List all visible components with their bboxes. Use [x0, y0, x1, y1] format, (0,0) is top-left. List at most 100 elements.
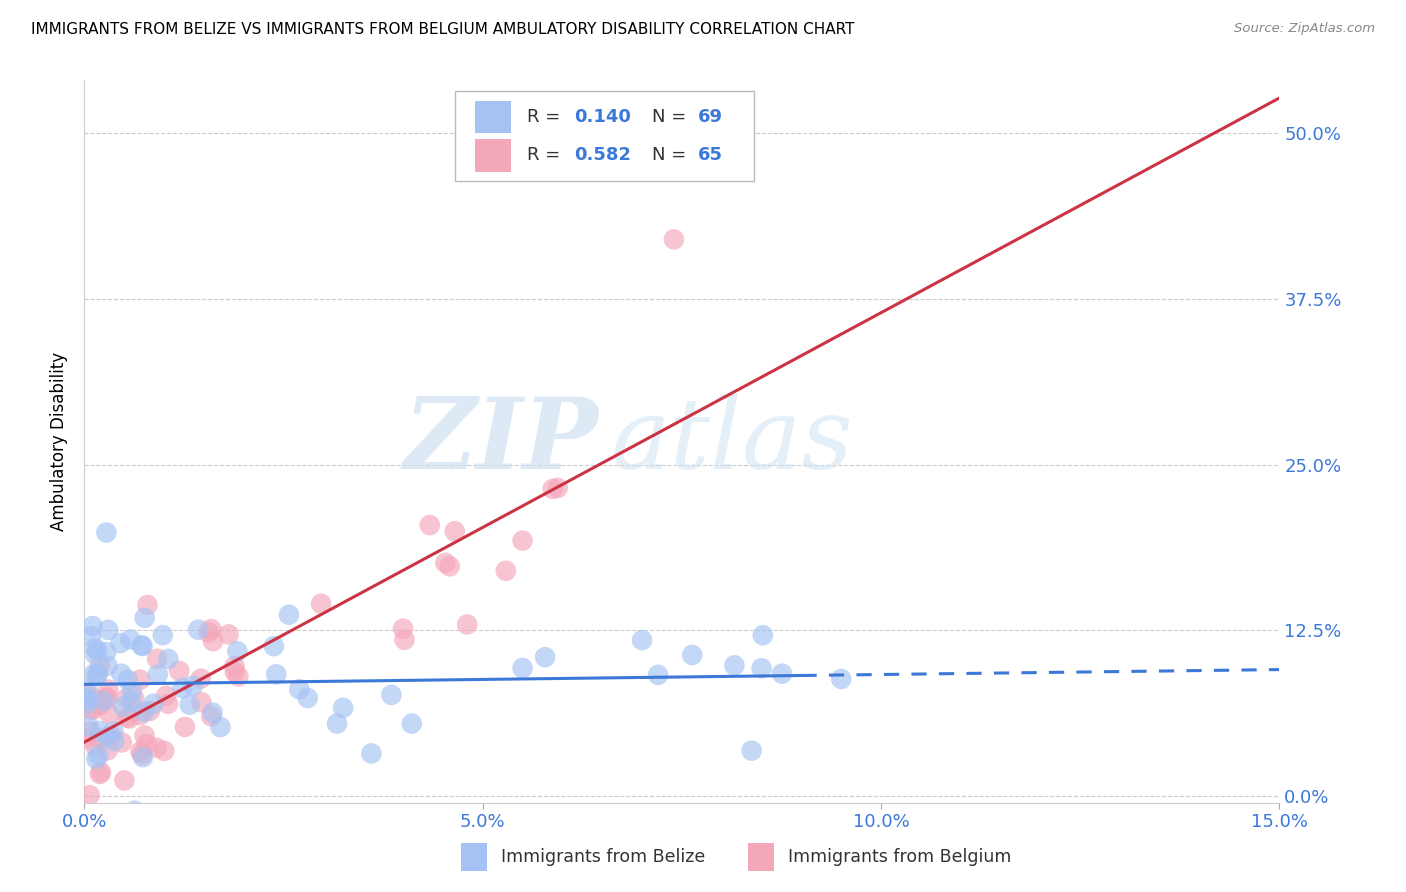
Point: [87, 748, 110, 763]
Text: IMMIGRANTS FROM BELIZE VS IMMIGRANTS FROM BELGIUM AMBULATORY DISABILITY CORRELAT: IMMIGRANTS FROM BELIZE VS IMMIGRANTS FRO…: [31, 22, 855, 37]
Point: [326, 716, 349, 731]
Point: [90, 765, 112, 780]
Point: [75, 731, 97, 746]
Point: [103, 724, 125, 739]
Point: [226, 669, 249, 683]
Point: [89, 698, 111, 713]
Text: N =: N =: [652, 108, 692, 126]
Text: 0.140: 0.140: [575, 108, 631, 126]
Point: [131, 639, 153, 653]
Text: R =: R =: [527, 146, 565, 164]
Point: [134, 611, 156, 625]
Point: [155, 689, 177, 703]
Point: [157, 697, 180, 711]
Point: [120, 632, 142, 647]
Point: [332, 700, 354, 714]
Point: [174, 720, 197, 734]
Point: [512, 661, 534, 675]
Point: [132, 705, 155, 719]
Point: [434, 556, 457, 570]
Point: [152, 628, 174, 642]
Point: [770, 666, 793, 681]
Point: [120, 694, 142, 708]
Text: 0.582: 0.582: [575, 146, 631, 164]
Point: [87, 731, 110, 745]
Point: [297, 691, 319, 706]
Point: [190, 672, 212, 686]
Point: [115, 710, 138, 724]
Point: [79, 724, 101, 739]
Point: [392, 622, 415, 636]
Point: [263, 639, 285, 653]
Point: [647, 668, 669, 682]
Point: [76, 682, 98, 697]
Point: [139, 704, 162, 718]
Point: [111, 735, 134, 749]
Point: [681, 648, 703, 662]
Point: [200, 622, 222, 636]
Point: [224, 659, 246, 673]
Point: [439, 559, 461, 574]
FancyBboxPatch shape: [475, 139, 510, 171]
Point: [723, 658, 745, 673]
Point: [110, 666, 132, 681]
Point: [84, 648, 107, 662]
Point: [96, 525, 118, 540]
Point: [83, 667, 105, 681]
Point: [751, 661, 773, 675]
Point: [187, 623, 209, 637]
Point: [278, 607, 301, 622]
Point: [200, 709, 222, 723]
FancyBboxPatch shape: [456, 91, 754, 181]
Point: [401, 716, 423, 731]
Point: [662, 232, 685, 246]
Point: [100, 729, 122, 743]
Point: [380, 688, 402, 702]
Point: [94, 691, 117, 706]
Point: [197, 625, 219, 640]
Point: [146, 667, 169, 681]
Point: [77, 692, 100, 706]
Point: [110, 636, 132, 650]
Text: 69: 69: [697, 108, 723, 126]
Point: [201, 706, 224, 720]
Point: [77, 719, 100, 733]
Point: [135, 737, 157, 751]
Point: [534, 650, 557, 665]
Point: [218, 627, 240, 641]
Point: [129, 745, 152, 759]
Point: [115, 691, 138, 706]
Point: [86, 669, 108, 683]
Point: [112, 699, 135, 714]
Point: [76, 687, 98, 701]
Point: [117, 673, 139, 687]
Point: [93, 694, 115, 708]
Text: R =: R =: [527, 108, 565, 126]
Point: [84, 752, 107, 766]
Point: [541, 482, 564, 496]
Point: [202, 634, 225, 648]
Point: [145, 740, 167, 755]
Point: [224, 665, 246, 679]
Point: [84, 641, 107, 656]
Point: [131, 638, 153, 652]
Point: [741, 744, 763, 758]
Point: [153, 744, 176, 758]
Point: [84, 740, 107, 755]
Text: Source: ZipAtlas.com: Source: ZipAtlas.com: [1234, 22, 1375, 36]
Point: [96, 658, 118, 673]
Point: [157, 652, 180, 666]
Point: [112, 773, 135, 788]
Text: N =: N =: [652, 146, 692, 164]
Point: [209, 720, 232, 734]
Point: [97, 623, 120, 637]
Point: [76, 698, 98, 712]
Point: [146, 652, 169, 666]
FancyBboxPatch shape: [475, 101, 510, 134]
Point: [122, 691, 145, 706]
Point: [264, 667, 287, 681]
Point: [96, 730, 118, 744]
Point: [360, 747, 382, 761]
Point: [181, 679, 204, 693]
Text: Immigrants from Belize: Immigrants from Belize: [502, 848, 706, 866]
